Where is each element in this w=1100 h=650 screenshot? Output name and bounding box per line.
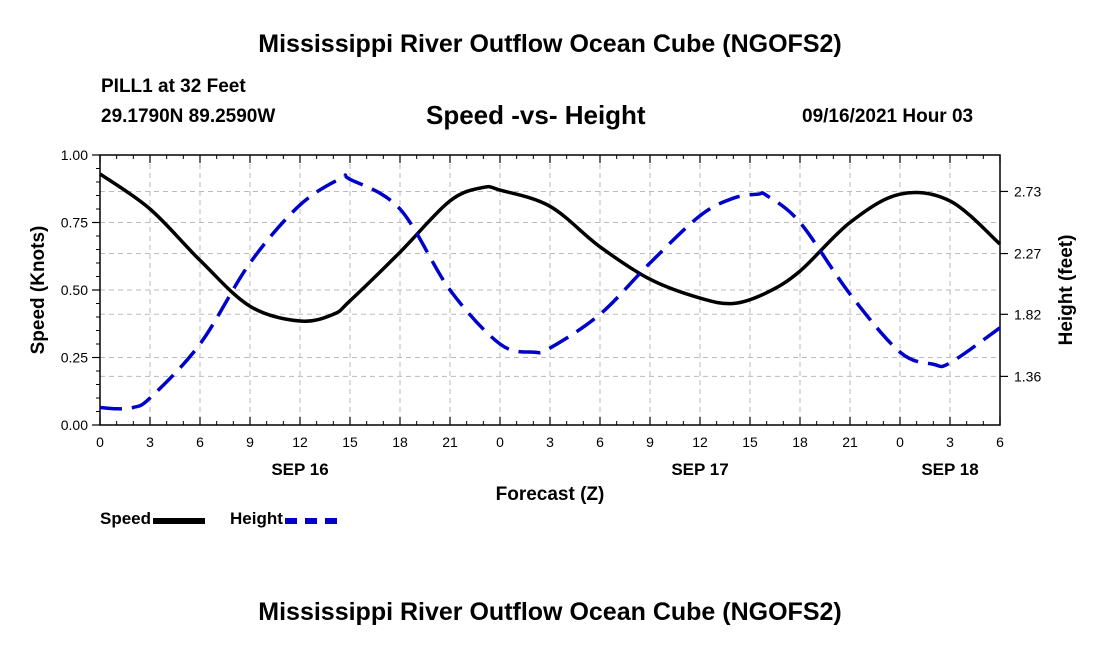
station-label: PILL1 at 32 Feet <box>101 76 246 97</box>
x-tick-label: 15 <box>342 434 358 450</box>
x-tick-label: 18 <box>392 434 408 450</box>
x-axis-title: Forecast (Z) <box>496 484 605 505</box>
x-tick-label: 18 <box>792 434 808 450</box>
chart-title: Mississippi River Outflow Ocean Cube (NG… <box>258 30 842 58</box>
x-date-label: SEP 18 <box>921 460 978 479</box>
x-tick-label: 12 <box>292 434 308 450</box>
legend-swatch-height <box>284 517 337 524</box>
y-tick-label: 0.75 <box>61 215 88 231</box>
x-date-label: SEP 17 <box>671 460 728 479</box>
x-tick-label: 6 <box>596 434 604 450</box>
chart-axes <box>92 154 1008 426</box>
y2-axis-title: Height (feet) <box>1056 235 1077 346</box>
x-tick-label: 0 <box>96 434 104 450</box>
y-axis-title: Speed (Knots) <box>28 226 49 355</box>
y2-tick-label: 2.73 <box>1014 183 1041 199</box>
legend-label-speed: Speed <box>100 509 152 528</box>
x-tick-label: 6 <box>196 434 204 450</box>
axis-labels: 0 3 6 9 12 15 18 21 0 3 6 9 12 15 18 21 0 3 6 SEP 16 SEP 17 S… <box>28 147 1077 505</box>
x-tick-label: 21 <box>842 434 858 450</box>
series-line-speed <box>98 172 1002 324</box>
series-layer <box>98 172 1002 411</box>
x-tick-label: 3 <box>946 434 954 450</box>
y-tick-label: 0.00 <box>61 417 88 433</box>
y2-tick-label: 1.82 <box>1014 306 1041 322</box>
legend-swatch-speed <box>153 517 206 524</box>
x-tick-label: 15 <box>742 434 758 450</box>
y-tick-label: 0.25 <box>61 350 88 366</box>
chart-grid <box>100 155 1000 425</box>
x-tick-label: 3 <box>546 434 554 450</box>
series-line-height <box>99 173 1002 411</box>
chart-subtitle: Speed -vs- Height <box>426 100 646 130</box>
legend-item-height: Height <box>230 509 337 529</box>
x-tick-label: 6 <box>996 434 1004 450</box>
station-coordinates: 29.1790N 89.2590W <box>101 106 276 127</box>
y-tick-label: 0.50 <box>61 282 88 298</box>
x-date-label: SEP 16 <box>271 460 328 479</box>
x-tick-label: 0 <box>896 434 904 450</box>
x-tick-label: 3 <box>146 434 154 450</box>
x-tick-label: 12 <box>692 434 708 450</box>
footer-title: Mississippi River Outflow Ocean Cube (NG… <box>258 598 842 626</box>
x-tick-label: 9 <box>246 434 254 450</box>
x-tick-label: 9 <box>646 434 654 450</box>
forecast-timestamp: 09/16/2021 Hour 03 <box>802 106 974 127</box>
speed-height-chart: 0 3 6 9 12 15 18 21 0 3 6 9 12 15 18 21 0 3 6 SEP 16 SEP 17 S… <box>28 147 1077 505</box>
x-tick-label: 0 <box>496 434 504 450</box>
legend-label-height: Height <box>230 509 283 528</box>
legend-item-speed: Speed <box>100 509 206 529</box>
x-tick-label: 21 <box>442 434 458 450</box>
y-tick-label: 1.00 <box>61 147 88 163</box>
y2-tick-label: 1.36 <box>1014 368 1041 384</box>
y2-tick-label: 2.27 <box>1014 246 1041 262</box>
